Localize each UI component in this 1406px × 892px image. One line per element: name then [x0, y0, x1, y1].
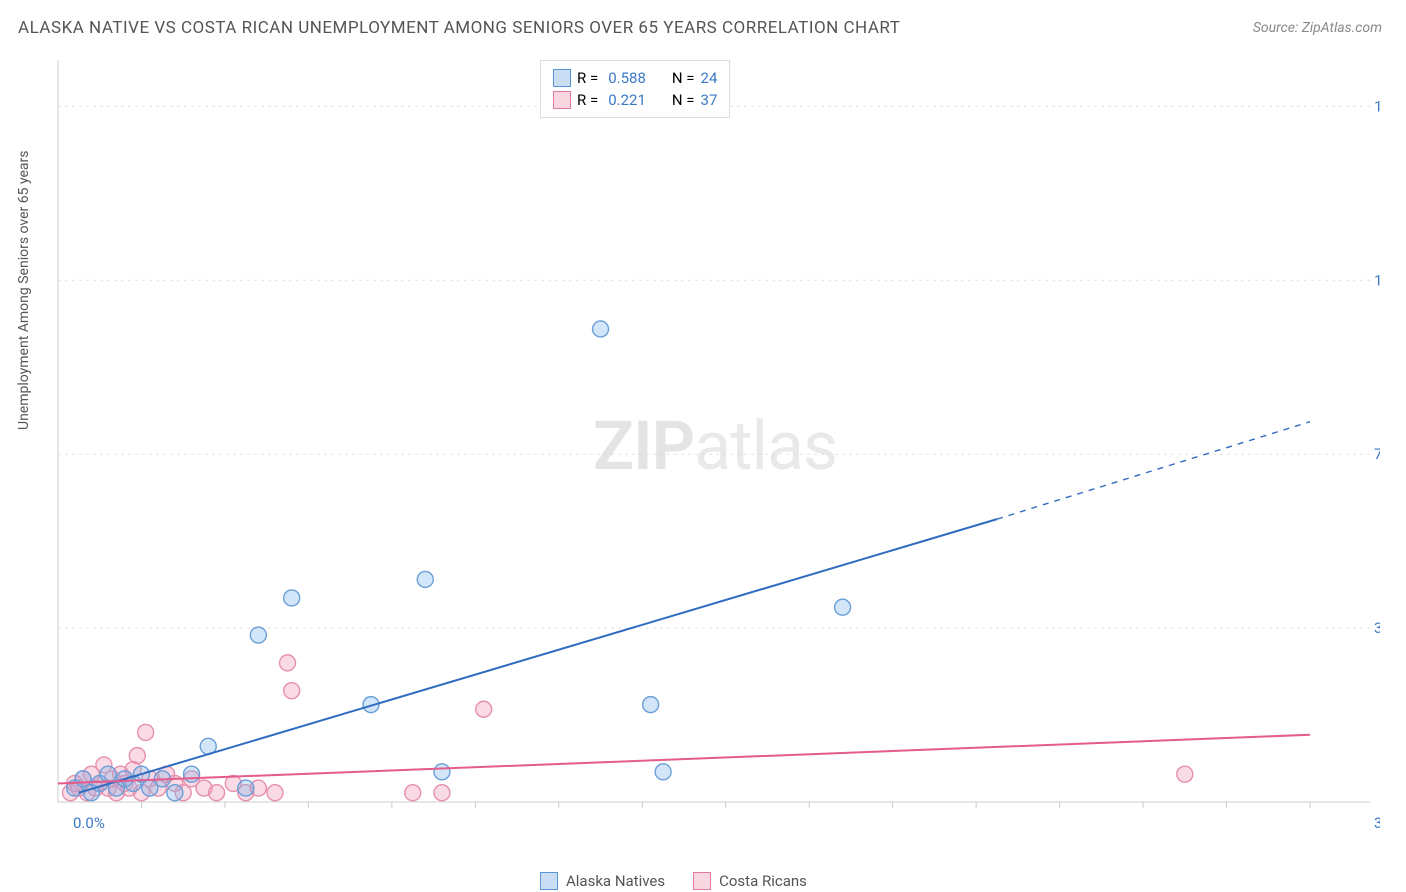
stat-n-label: N = — [672, 91, 695, 109]
legend-bottom: Alaska Natives Costa Ricans — [540, 872, 807, 890]
legend-item-blue: Alaska Natives — [540, 872, 665, 890]
swatch-blue-icon — [553, 69, 571, 87]
stats-row-pink: R = 0.221 N = 37 — [553, 89, 717, 111]
svg-text:150.0%: 150.0% — [1374, 97, 1380, 115]
svg-text:30.0%: 30.0% — [1374, 814, 1380, 832]
correlation-stats-panel: R = 0.588 N = 24 R = 0.221 N = 37 — [540, 60, 730, 118]
legend-label-blue: Alaska Natives — [566, 872, 665, 890]
scatter-chart: 37.5% 75.0% 112.5% 150.0% 0.0% 30.0% — [50, 50, 1380, 842]
legend-item-pink: Costa Ricans — [693, 872, 807, 890]
chart-title: ALASKA NATIVE VS COSTA RICAN UNEMPLOYMEN… — [18, 18, 900, 38]
stat-n-value-pink: 37 — [701, 91, 718, 109]
stat-r-value-blue: 0.588 — [608, 69, 646, 87]
y-axis-label: Unemployment Among Seniors over 65 years — [16, 151, 32, 431]
legend-label-pink: Costa Ricans — [719, 872, 807, 890]
svg-text:0.0%: 0.0% — [73, 814, 105, 832]
stat-n-label: N = — [672, 69, 695, 87]
svg-text:37.5%: 37.5% — [1374, 619, 1380, 637]
stat-r-label: R = — [577, 91, 598, 109]
swatch-pink-icon — [553, 91, 571, 109]
chart-area: 37.5%75.0%112.5%150.0%0.0%30.0% ZIPatlas — [50, 50, 1380, 842]
source-attribution: Source: ZipAtlas.com — [1253, 20, 1382, 36]
svg-text:75.0%: 75.0% — [1374, 445, 1380, 463]
stat-n-value-blue: 24 — [701, 69, 718, 87]
stat-r-label: R = — [577, 69, 598, 87]
stat-r-value-pink: 0.221 — [608, 91, 646, 109]
svg-text:112.5%: 112.5% — [1374, 271, 1380, 289]
stats-row-blue: R = 0.588 N = 24 — [553, 67, 717, 89]
swatch-pink-icon — [693, 872, 711, 890]
swatch-blue-icon — [540, 872, 558, 890]
